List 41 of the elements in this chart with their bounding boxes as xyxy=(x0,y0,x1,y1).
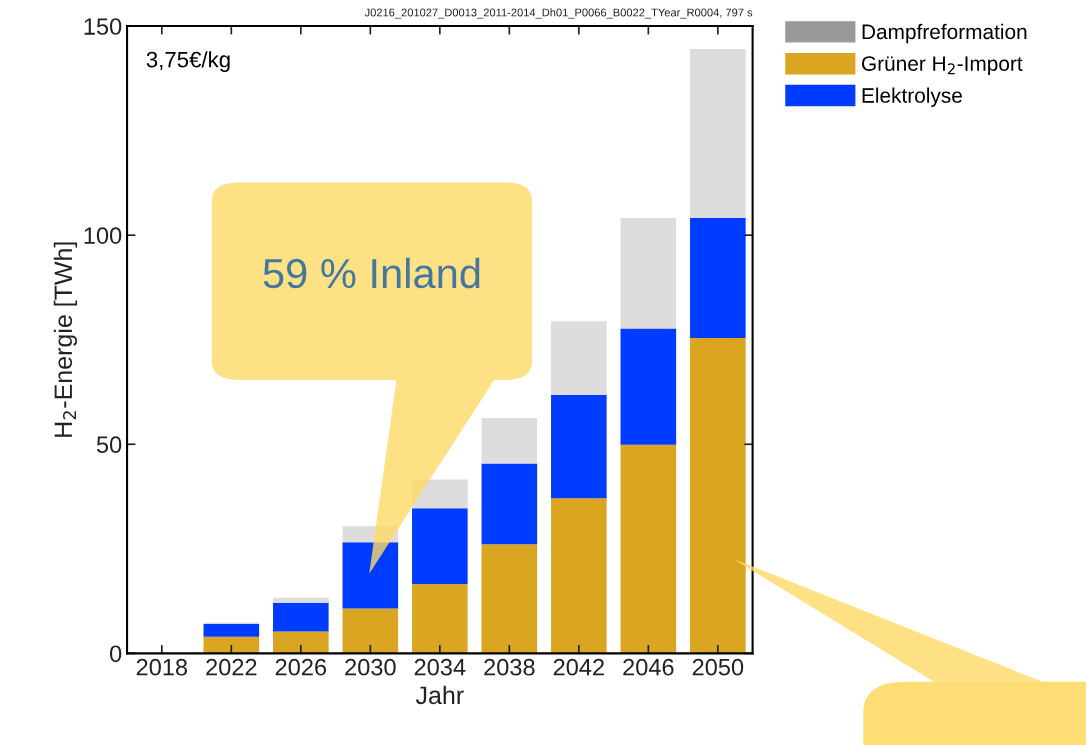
x-tick-label: 2034 xyxy=(414,658,466,676)
bar xyxy=(203,623,260,637)
bar xyxy=(551,498,607,654)
bar xyxy=(551,394,607,499)
x-axis-title: Jahr xyxy=(415,685,464,705)
x-tick-label: 2018 xyxy=(136,658,188,676)
legend-label: Dampfreformation xyxy=(862,23,1027,44)
legend-label: Grüner H$_{2}$-Import xyxy=(862,56,1023,76)
x-tick-label: 2042 xyxy=(553,658,604,676)
y-tick-label: 50 xyxy=(96,436,122,454)
bar xyxy=(481,544,538,654)
y-tick-label: 150 xyxy=(84,18,122,35)
bar xyxy=(273,631,329,654)
bar xyxy=(690,338,746,654)
bar xyxy=(620,218,677,329)
bar xyxy=(481,463,538,545)
y-axis-title: H$_{2}$-Energie [TWh] xyxy=(53,242,78,437)
text: J0216_201027_D0013_2011-2014_Dh01_P0066_B0022_TYear_R0004, 797 s xyxy=(364,8,753,19)
x-tick-label: 2026 xyxy=(275,658,327,676)
bar xyxy=(412,583,468,654)
bar xyxy=(690,218,746,339)
annotation: 3,75€/kg xyxy=(146,51,230,72)
legend-label: Elektrolyse xyxy=(862,87,962,107)
bar xyxy=(342,608,399,654)
x-tick-label: 2022 xyxy=(206,658,257,676)
x-tick-label: 2050 xyxy=(692,658,744,676)
bar xyxy=(551,321,607,395)
bar xyxy=(690,49,746,219)
y-tick-label: 0 xyxy=(109,645,122,663)
bar xyxy=(412,508,468,584)
bar xyxy=(342,542,399,609)
x-tick-label: 2046 xyxy=(623,658,674,676)
annotation: 59 % Inland xyxy=(263,257,480,289)
bar xyxy=(620,444,677,654)
bar xyxy=(620,328,677,445)
bar xyxy=(273,602,329,632)
x-tick-label: 2030 xyxy=(345,658,396,676)
y-tick-label: 100 xyxy=(84,227,122,244)
bar xyxy=(481,417,538,464)
x-tick-label: 2038 xyxy=(484,658,535,676)
bar xyxy=(273,597,329,603)
